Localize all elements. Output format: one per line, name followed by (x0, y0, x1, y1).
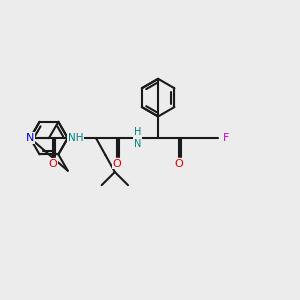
Text: NH: NH (68, 133, 83, 143)
Text: O: O (175, 159, 183, 169)
Text: H
N: H N (134, 127, 141, 149)
Text: O: O (112, 159, 121, 169)
Text: O: O (48, 159, 57, 169)
Text: N: N (26, 133, 34, 143)
Text: F: F (223, 133, 230, 143)
